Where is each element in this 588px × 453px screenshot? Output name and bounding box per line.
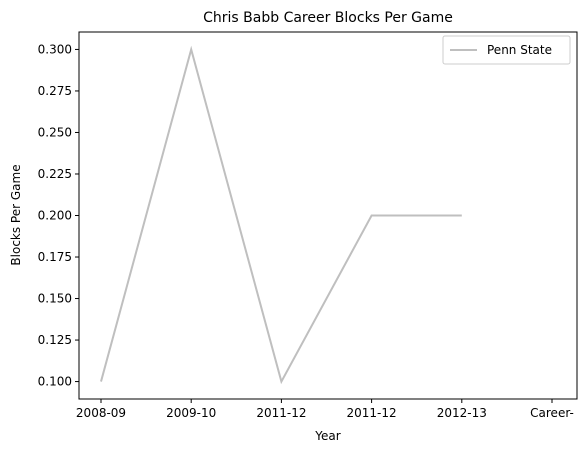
y-axis-label: Blocks Per Game — [9, 164, 23, 265]
y-tick-label: 0.100 — [38, 375, 72, 389]
y-tick-label: 0.250 — [38, 125, 72, 139]
x-tick-label: Career- — [530, 406, 574, 420]
y-tick-label: 0.125 — [38, 333, 72, 347]
x-tick-label: 2009-10 — [166, 406, 216, 420]
x-axis-ticks: 2008-09 2009-10 2011-12 2011-12 2012-13 Caree… — [76, 399, 574, 420]
legend: Penn State — [443, 36, 570, 64]
y-tick-label: 0.200 — [38, 209, 72, 223]
y-tick-label: 0.225 — [38, 167, 72, 181]
y-tick-label: 0.300 — [38, 42, 72, 56]
x-axis-label: Year — [314, 429, 340, 443]
x-tick-label: 2011-12 — [256, 406, 306, 420]
plot-frame — [79, 32, 577, 399]
x-tick-label: 2011-12 — [347, 406, 397, 420]
series-line-0 — [101, 49, 462, 381]
y-tick-label: 0.150 — [38, 292, 72, 306]
chart-title: Chris Babb Career Blocks Per Game — [203, 10, 453, 26]
x-tick-label: 2012-13 — [437, 406, 487, 420]
y-axis-ticks: 0.100 0.125 0.150 0.175 0.200 0.225 0.250 0.275… — [38, 42, 79, 388]
x-tick-label: 2008-09 — [76, 406, 126, 420]
y-tick-label: 0.275 — [38, 84, 72, 98]
legend-label-penn-state: Penn State — [487, 43, 552, 57]
series-layer — [101, 49, 462, 381]
y-tick-label: 0.175 — [38, 250, 72, 264]
